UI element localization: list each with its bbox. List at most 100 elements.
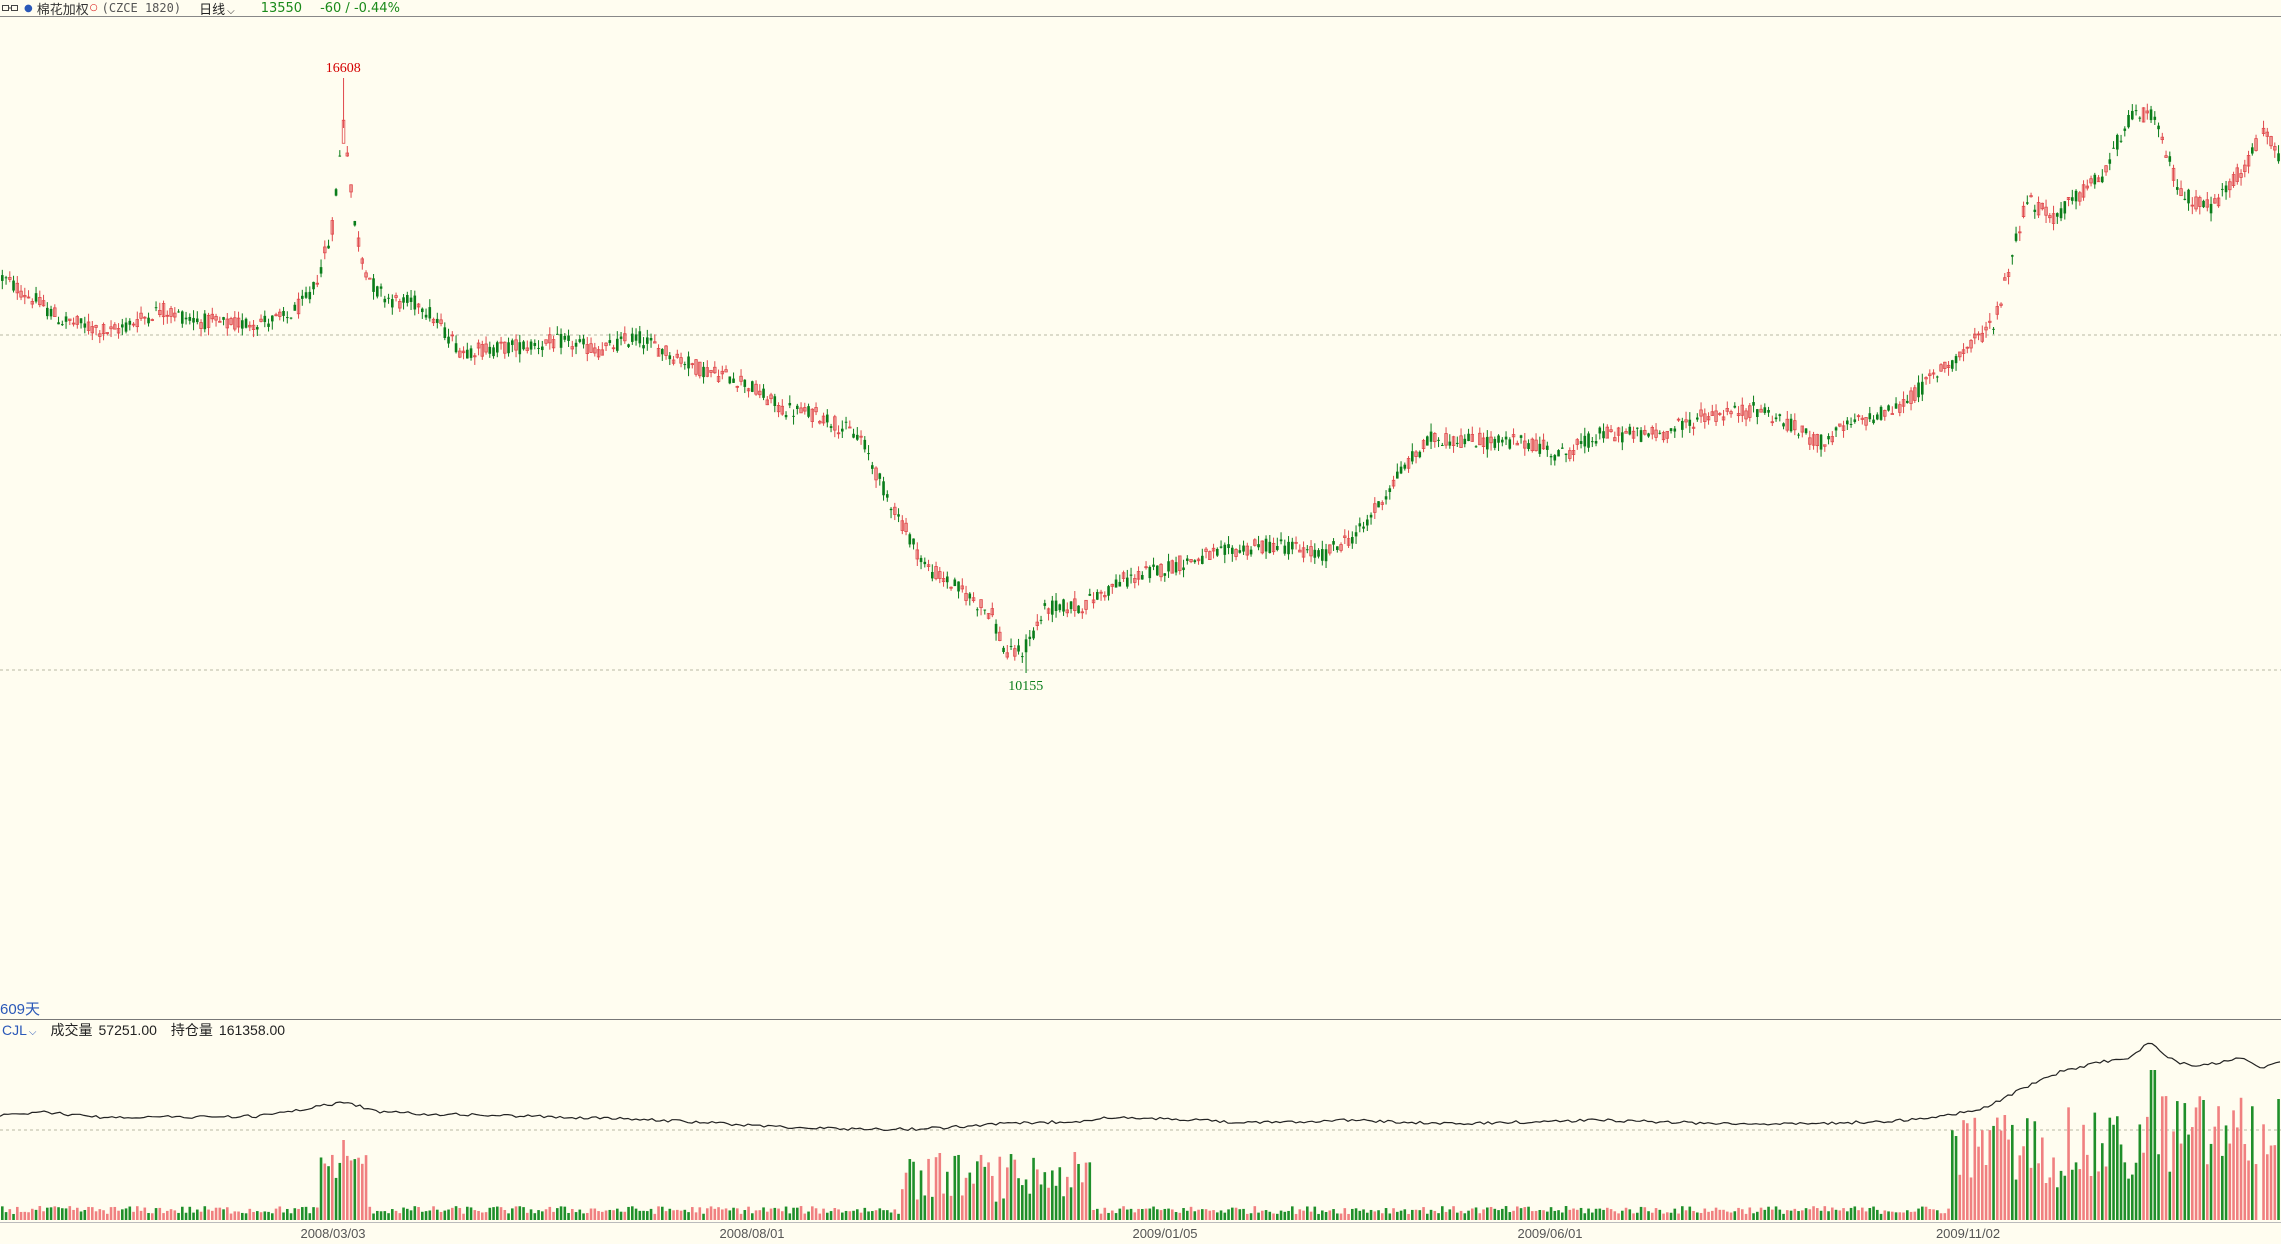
candle-up [2003,272,2007,281]
candle-up [2040,202,2044,211]
candle-down [1917,375,1920,403]
volume-bar-up [1081,1182,1084,1220]
candle-down [1088,588,1092,596]
candle-up [345,146,349,157]
volume-bar-up [342,1140,345,1220]
candle-down [1497,434,1500,451]
candle-down [931,564,934,582]
candle-down [1351,531,1354,549]
volume-bar-down [1463,1213,1467,1220]
candle-up [1035,614,1039,631]
candle-up [698,361,702,379]
volume-bar-up [31,1208,34,1220]
volume-bar-down [976,1161,979,1220]
candle-up [68,318,72,326]
volume-chart[interactable] [0,1020,2281,1222]
volume-bar-up [1962,1120,1965,1220]
chain-link-icon[interactable] [2,4,18,12]
candle-up [893,502,897,521]
candle-up [1909,387,1913,411]
volume-bar-up [938,1153,942,1220]
volume-bar-down [2153,1070,2157,1220]
candle-up [671,355,676,366]
volume-bar-up [1666,1212,1669,1220]
volume-bar-down [1396,1211,1399,1220]
volume-bar-down [1497,1210,1500,1220]
volume-bar-down [496,1206,499,1220]
candle-down [863,436,867,453]
candle-down [2131,104,2134,121]
candle-down [181,310,184,328]
x-axis: 2008/03/03 2008/08/01 2009/01/05 2009/06… [0,1222,2281,1244]
volume-bar-down [1182,1208,1185,1220]
volume-bar-up [1328,1210,1332,1220]
candle-up [1725,401,1729,416]
indicator-selector[interactable]: CJL ⌵ [2,1022,37,1038]
candle-up [1699,402,1703,423]
volume-bar-up [1171,1209,1174,1220]
pane-divider[interactable] [0,1019,2281,1020]
candle-up [1729,409,1733,418]
volume-bar-up [1744,1213,1748,1220]
candle-up [2213,194,2217,204]
candle-down [391,294,394,315]
instrument-header-bar: ● 棉花加权 ○ (CZCE 1820) 日线 ⌵ 13550 -60 / -0.… [0,0,2281,18]
volume-bar-down [1673,1208,1677,1220]
candle-down [1954,353,1958,371]
volume-bar-up [1984,1164,1988,1220]
candle-up [1328,544,1332,556]
volume-bar-up [1624,1207,1628,1220]
volume-bar-up [1381,1213,1384,1220]
volume-bar-up [211,1210,214,1220]
volume-bar-down [1118,1208,1122,1220]
candle-down [1384,490,1388,505]
volume-bar-up [42,1211,45,1220]
candle-down [1456,436,1459,447]
candle-down [312,281,315,295]
candle-up [1121,570,1126,582]
volume-bar-down [728,1210,732,1220]
candle-down [1546,441,1549,457]
candle-down [1291,537,1294,555]
candle-up [1924,376,1928,385]
volume-bar-up [721,1209,724,1220]
candle-down [844,416,848,430]
candle-up [1609,425,1613,433]
volume-bar-down [1557,1210,1560,1220]
candle-down [1504,431,1508,446]
candle-up [1073,590,1077,617]
candle-down [334,187,338,197]
volume-bar-up [1246,1213,1249,1220]
candle-up [143,316,147,325]
volume-bar-up [76,1207,79,1220]
volume-bar-up [2262,1124,2265,1220]
volume-bar-down [856,1209,859,1220]
instrument-name[interactable]: 棉花加权 [36,2,89,18]
candle-up [1856,414,1861,421]
volume-bar-down [2187,1134,2190,1220]
volume-bar-down [1598,1208,1602,1220]
volume-bar-up [657,1206,660,1220]
candle-up [2066,197,2071,207]
candle-down [308,286,312,304]
volume-bar-up [653,1213,657,1220]
candle-up [2141,107,2146,123]
volume-bar-up [1692,1211,1695,1220]
volume-bar-down [267,1211,270,1220]
candle-down [1118,574,1122,587]
volume-bar-down [319,1157,323,1220]
volume-bar-down [541,1211,544,1220]
volume-bar-up [1996,1117,1999,1220]
candle-down [1264,535,1268,559]
volume-bar-down [1681,1206,1684,1220]
period-selector[interactable]: 日线 ⌵ [199,0,235,18]
volume-bar-down [1039,1184,1043,1220]
volume-bar-up [2243,1144,2247,1220]
candle-down [1336,546,1339,553]
candle-up [979,599,983,616]
volume-bar-down [1583,1213,1587,1220]
candle-down [1658,430,1662,435]
volume-bar-up [1651,1212,1654,1220]
volume-bar-down [293,1208,297,1220]
candlestick-chart[interactable]: 16608 10155 [0,17,2281,1019]
